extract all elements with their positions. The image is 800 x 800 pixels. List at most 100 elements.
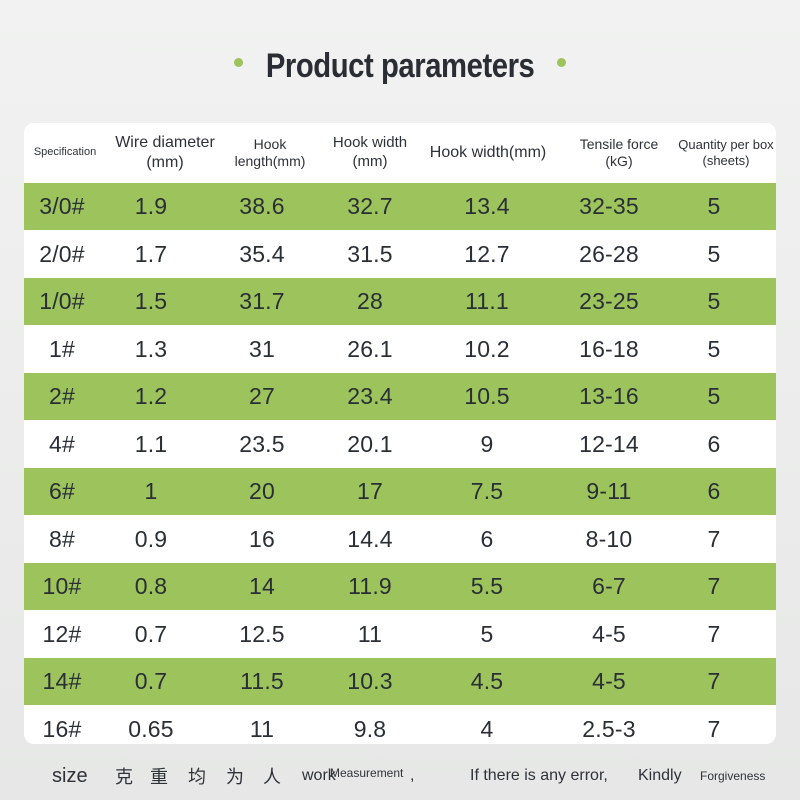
table-cell-quantity-per-box: 5 <box>707 240 721 267</box>
table-cell-tensile-force: 12-14 <box>579 430 639 457</box>
table-row: 1/0# 1.5 31.7 28 11.1 23-25 5 <box>24 278 776 325</box>
table-cell-hook-width: 14.4 <box>347 525 393 552</box>
table-cell-specification: 3/0# <box>39 193 85 219</box>
table-cell-hook-width-mm: 5 <box>480 620 494 647</box>
footer-forgiveness: Forgiveness <box>700 769 766 783</box>
footer-char-5: 人 <box>263 767 281 787</box>
footer-comma: , <box>410 767 415 784</box>
table-cell-specification: 2/0# <box>39 240 85 267</box>
header-label-line1: Quantity per box <box>678 136 774 152</box>
table-cell-tensile-force: 23-25 <box>579 288 639 314</box>
table-cell-wire-diameter: 0.7 <box>134 620 168 647</box>
table-cell-hook-width-mm: 5.5 <box>470 573 504 599</box>
table-row: 2# 1.2 27 23.4 10.5 13-16 5 <box>24 373 776 420</box>
table-cell-tensile-force: 8-10 <box>585 525 633 552</box>
table-cell-hook-length: 11.5 <box>240 668 284 694</box>
table-cell-quantity-per-box: 6 <box>707 478 721 504</box>
table-row: 4# 1.1 23.5 20.1 9 12-14 6 <box>24 421 776 468</box>
header-label-line2: length(mm) <box>234 153 306 169</box>
table-cell-wire-diameter: 0.8 <box>134 573 168 599</box>
table-cell-hook-width: 11.9 <box>348 573 392 599</box>
table-row: 6# 1 20 17 7.5 9-11 6 <box>24 468 776 515</box>
table-cell-specification: 1# <box>49 335 75 362</box>
table-cell-hook-width-mm: 12.7 <box>464 240 510 267</box>
table-cell-tensile-force: 9-11 <box>586 478 632 504</box>
table-cell-quantity-per-box: 7 <box>707 668 721 694</box>
table-cell-hook-width-mm: 7.5 <box>470 478 504 504</box>
table-cell-specification: 6# <box>49 478 75 504</box>
footer-measurement: Measurement <box>330 766 404 780</box>
header-tensile-force: Tensile force (kG) <box>552 123 686 183</box>
table-cell-specification: 14# <box>42 668 82 694</box>
table-cell-quantity-per-box: 5 <box>707 288 721 314</box>
header-label-line1: Tensile force <box>579 135 659 152</box>
parameters-table: Specification Wire diameter (mm) Hook length… <box>24 123 776 744</box>
title-dot-left <box>234 58 243 67</box>
table-cell-quantity-per-box: 6 <box>707 430 721 457</box>
table-cell-quantity-per-box: 7 <box>707 620 721 647</box>
table-cell-tensile-force: 32-35 <box>579 193 639 219</box>
footer-char-3: 均 <box>188 767 206 787</box>
table-row: 1# 1.3 31 26.1 10.2 16-18 5 <box>24 326 776 373</box>
table-cell-wire-diameter: 0.7 <box>134 668 168 694</box>
table-cell-specification: 10# <box>42 573 82 599</box>
table-cell-hook-width: 28 <box>357 288 383 314</box>
header-label-line1: Wire diameter <box>115 134 215 151</box>
footer-char-4: 为 <box>226 767 244 787</box>
table-cell-specification: 1/0# <box>39 288 85 314</box>
table-cell-wire-diameter: 1.2 <box>134 383 168 409</box>
footer-error: If there is any error, <box>470 767 608 784</box>
table-cell-quantity-per-box: 7 <box>707 715 721 742</box>
table-cell-wire-diameter: 1.7 <box>134 240 168 267</box>
table-cell-hook-width-mm: 10.2 <box>464 335 510 362</box>
table-cell-hook-width: 23.4 <box>347 383 393 409</box>
table-cell-hook-length: 38.6 <box>239 193 285 219</box>
table-cell-hook-width: 11 <box>357 620 383 647</box>
table-row: 10# 0.8 14 11.9 5.5 6-7 7 <box>24 563 776 610</box>
table-cell-specification: 12# <box>42 620 82 647</box>
table-cell-hook-width: 20.1 <box>347 430 393 457</box>
table-cell-quantity-per-box: 5 <box>707 383 721 409</box>
table-cell-hook-width-mm: 9 <box>480 430 494 457</box>
table-cell-hook-width-mm: 4 <box>480 715 494 742</box>
footer-kindly: Kindly <box>638 767 682 784</box>
table-cell-hook-width-mm: 6 <box>480 525 494 552</box>
header-hook-length: Hook length(mm) <box>224 123 316 183</box>
header-specification: Specification <box>24 123 106 183</box>
title-area: Product parameters <box>0 40 800 92</box>
table-cell-quantity-per-box: 7 <box>707 525 721 552</box>
table-cell-wire-diameter: 1.5 <box>134 288 168 314</box>
table-cell-hook-length: 35.4 <box>239 240 285 267</box>
table-cell-wire-diameter: 0.9 <box>134 525 168 552</box>
header-label-line1: Hook width(mm) <box>429 144 547 161</box>
table-cell-wire-diameter: 0.65 <box>128 715 174 742</box>
table-cell-hook-length: 31 <box>249 335 275 362</box>
header-label-line1: Specification <box>33 146 97 159</box>
table-cell-quantity-per-box: 5 <box>707 193 721 219</box>
header-label-line1: Hook <box>253 135 287 152</box>
table-cell-tensile-force: 4-5 <box>592 620 626 647</box>
table-cell-hook-width: 10.3 <box>347 668 393 694</box>
table-row: 14# 0.7 11.5 10.3 4.5 4-5 7 <box>24 658 776 705</box>
table-cell-hook-width-mm: 13.4 <box>464 193 510 219</box>
header-label-line1: Hook width <box>332 134 408 152</box>
header-label-line2: (kG) <box>605 153 633 169</box>
table-cell-hook-length: 31.7 <box>239 288 285 314</box>
table-cell-wire-diameter: 1.9 <box>134 193 168 219</box>
table-row: 16# 0.65 11 9.8 4 2.5-3 7 <box>24 706 776 745</box>
header-label-line2: (sheets) <box>702 153 750 168</box>
table-cell-specification: 2# <box>49 383 75 409</box>
footer-char-1: 克 <box>115 767 133 787</box>
table-cell-tensile-force: 16-18 <box>579 335 639 362</box>
table-cell-quantity-per-box: 5 <box>707 335 721 362</box>
table-cell-hook-width: 31.5 <box>347 240 393 267</box>
table-cell-hook-length: 11 <box>249 715 275 742</box>
footer-size-label: size <box>52 764 88 787</box>
table-cell-hook-width: 9.8 <box>353 715 387 742</box>
header-quantity-per-box: Quantity per box (sheets) <box>676 123 776 183</box>
table-cell-hook-width-mm: 11.1 <box>465 288 509 314</box>
table-cell-hook-width: 17 <box>357 478 383 504</box>
table-cell-hook-length: 27 <box>249 383 275 409</box>
footer-note: size 克 重 均 为 人 work Measurement , If the… <box>0 752 800 800</box>
table-cell-hook-length: 16 <box>249 525 275 552</box>
